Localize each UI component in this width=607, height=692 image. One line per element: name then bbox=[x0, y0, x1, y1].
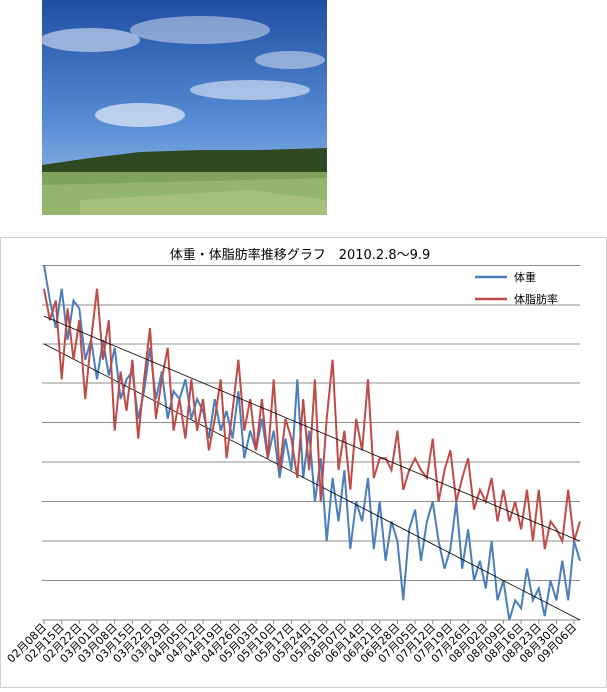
trend-line bbox=[43, 343, 581, 621]
legend-label: 体重 bbox=[514, 270, 536, 284]
trend-line bbox=[43, 315, 581, 542]
photo bbox=[40, 0, 327, 215]
grid bbox=[42, 265, 580, 621]
series-line bbox=[43, 288, 581, 550]
plot: 02月08日02月15日02月22日03月01日03月08日03月15日03月2… bbox=[5, 264, 581, 665]
chart-title: 体重・体脂肪率推移グラフ 2010.2.8〜9.9 bbox=[170, 247, 431, 263]
legend-label: 体脂肪率 bbox=[514, 292, 558, 306]
